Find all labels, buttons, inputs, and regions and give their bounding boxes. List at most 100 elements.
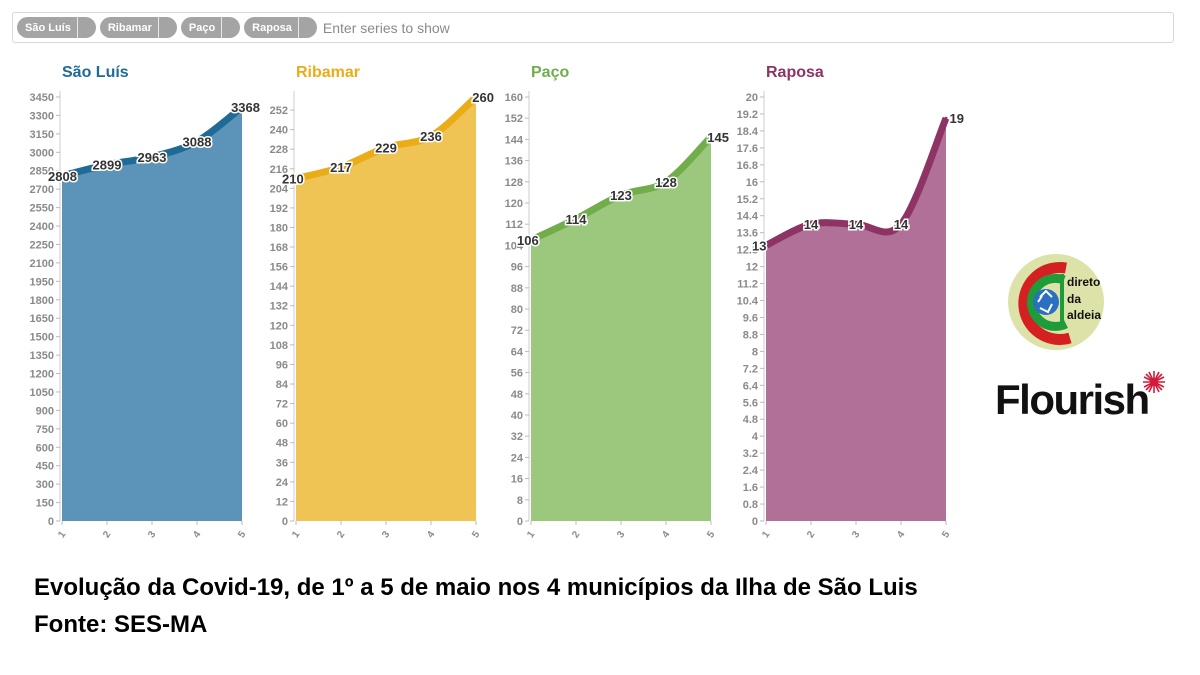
- y-tick-label: 104: [505, 240, 524, 252]
- y-tick-label: 156: [270, 262, 288, 274]
- chip-remove[interactable]: [157, 17, 173, 38]
- x-tick-label: 4: [191, 529, 203, 540]
- y-tick-label: 1350: [30, 350, 54, 362]
- y-tick-label: 450: [36, 461, 54, 473]
- series-chip-sao-luis[interactable]: São Luís: [17, 17, 96, 38]
- y-tick-label: 2850: [30, 166, 54, 178]
- y-tick-label: 1800: [30, 295, 54, 307]
- y-tick-label: 72: [276, 399, 288, 411]
- series-area: [766, 118, 946, 521]
- chart-title: Paço: [531, 64, 569, 81]
- y-tick-label: 216: [270, 164, 288, 176]
- data-label: 14: [804, 217, 819, 232]
- y-tick-label: 228: [270, 144, 288, 156]
- series-area: [531, 136, 711, 521]
- data-label: 106: [517, 233, 539, 248]
- y-tick-label: 84: [276, 379, 289, 391]
- data-point: [60, 174, 64, 178]
- y-tick-label: 11.2: [737, 279, 758, 291]
- y-tick-label: 112: [505, 219, 523, 231]
- y-tick-label: 24: [276, 477, 289, 489]
- x-tick-label: 5: [236, 529, 248, 540]
- data-label: 123: [610, 188, 632, 203]
- y-tick-label: 0.8: [743, 499, 758, 511]
- y-tick-label: 4.8: [743, 414, 758, 426]
- chip-label: Raposa: [252, 21, 292, 34]
- x-tick-label: 1: [525, 529, 537, 540]
- y-tick-label: 40: [511, 410, 523, 422]
- chip-remove[interactable]: [76, 17, 92, 38]
- y-tick-label: 300: [36, 479, 54, 491]
- y-tick-label: 108: [270, 340, 288, 352]
- y-tick-label: 204: [270, 183, 289, 195]
- chip-remove[interactable]: [221, 17, 236, 38]
- data-label: 217: [330, 160, 352, 175]
- x-tick-label: 2: [805, 529, 817, 540]
- series-filter-bar[interactable]: São Luís Ribamar Paço Raposa: [12, 12, 1174, 43]
- series-chip-ribamar[interactable]: Ribamar: [99, 17, 177, 38]
- y-tick-label: 0: [48, 516, 54, 528]
- data-label: 229: [375, 141, 397, 156]
- y-tick-label: 150: [36, 498, 54, 510]
- x-tick-label: 4: [425, 529, 437, 540]
- y-tick-label: 96: [276, 359, 288, 371]
- y-tick-label: 16.8: [737, 160, 758, 172]
- data-label: 19: [950, 111, 964, 126]
- y-tick-label: 12: [746, 262, 758, 274]
- series-search-input[interactable]: [320, 18, 625, 37]
- y-tick-label: 2550: [30, 203, 54, 215]
- y-tick-label: 750: [36, 424, 54, 436]
- x-tick-label: 2: [335, 529, 347, 540]
- data-point: [854, 222, 858, 226]
- y-tick-label: 1050: [30, 387, 54, 399]
- x-tick-label: 5: [705, 529, 717, 540]
- x-tick-label: 2: [570, 529, 582, 540]
- chart-title: São Luís: [62, 64, 129, 81]
- y-tick-label: 120: [270, 320, 288, 332]
- logo-text-aldeia: aldeia: [1067, 308, 1101, 322]
- y-tick-label: 13.6: [737, 228, 758, 240]
- series-area: [296, 97, 476, 521]
- y-tick-label: 17.6: [737, 143, 758, 155]
- y-tick-label: 3150: [30, 129, 54, 141]
- y-tick-label: 4: [752, 431, 759, 443]
- data-point: [709, 135, 713, 139]
- series-chip-paco[interactable]: Paço: [180, 17, 241, 38]
- y-tick-label: 152: [505, 113, 523, 125]
- series-chip-raposa[interactable]: Raposa: [244, 17, 317, 38]
- y-tick-label: 12: [276, 496, 288, 508]
- y-tick-label: 72: [511, 325, 523, 337]
- y-tick-label: 2400: [30, 221, 54, 233]
- y-tick-label: 252: [270, 105, 288, 117]
- y-tick-label: 2700: [30, 184, 54, 196]
- y-tick-label: 0: [752, 516, 758, 528]
- y-tick-label: 2.4: [743, 465, 759, 477]
- data-label: 3088: [183, 134, 212, 149]
- x-tick-label: 4: [660, 529, 672, 540]
- x-tick-label: 3: [615, 529, 627, 540]
- y-tick-label: 60: [276, 418, 288, 430]
- chart-panel-raposa: Raposa 0 0.8 1.6 2.4 3.2 4 4.8 5.6 6.4 7.2 8 8.8 9.6 1…: [737, 64, 966, 540]
- y-tick-label: 132: [270, 301, 288, 313]
- y-tick-label: 80: [511, 304, 523, 316]
- data-point: [384, 146, 388, 150]
- chart-panel-paco: Paço081624324048566472808896104112120128…: [505, 64, 731, 540]
- y-tick-label: 19.2: [737, 109, 758, 121]
- y-tick-label: 5.6: [743, 397, 758, 409]
- x-tick-label: 3: [850, 529, 862, 540]
- data-point: [809, 222, 813, 226]
- chip-remove[interactable]: [297, 17, 313, 38]
- y-tick-label: 36: [276, 457, 288, 469]
- y-tick-label: 64: [511, 346, 524, 358]
- chip-label: São Luís: [25, 21, 71, 34]
- y-tick-label: 14.4: [737, 211, 759, 223]
- data-label: 2899: [93, 158, 122, 173]
- y-tick-label: 192: [270, 203, 288, 215]
- series-area: [62, 107, 242, 521]
- y-tick-label: 18.4: [737, 126, 759, 138]
- y-tick-label: 144: [505, 134, 524, 146]
- x-tick-label: 5: [470, 529, 482, 540]
- x-tick-label: 1: [290, 529, 302, 540]
- y-tick-label: 3000: [30, 147, 54, 159]
- y-tick-label: 88: [511, 283, 523, 295]
